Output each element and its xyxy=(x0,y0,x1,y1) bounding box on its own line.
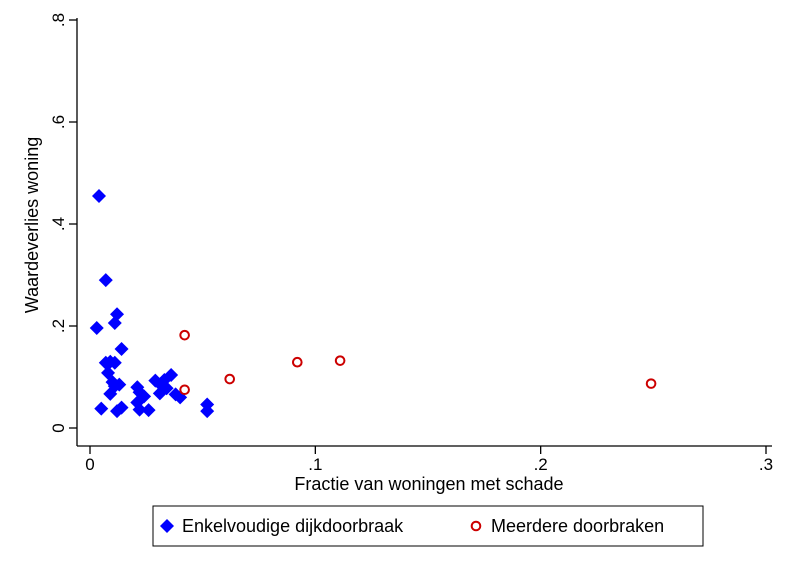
legend: Enkelvoudige dijkdoorbraak Meerdere doorb… xyxy=(152,505,704,547)
data-point-diamond xyxy=(94,401,109,416)
y-tick-label: .8 xyxy=(49,13,68,27)
legend-box xyxy=(152,505,704,547)
data-point-circle xyxy=(224,373,236,385)
data-point-diamond xyxy=(141,403,156,418)
data-point-circle xyxy=(179,384,190,396)
axes xyxy=(76,18,772,447)
data-point-circle xyxy=(645,378,657,389)
data-point-diamond xyxy=(114,400,129,415)
data-point-diamond xyxy=(200,404,215,419)
data-point-diamond xyxy=(155,379,170,394)
data-point-diamond xyxy=(132,402,147,417)
y-tick-label: .2 xyxy=(49,319,68,333)
x-axis-title: Fractie van woningen met schade xyxy=(294,474,563,494)
legend-label: Enkelvoudige dijkdoorbraak xyxy=(182,516,404,536)
data-point-diamond xyxy=(114,341,129,356)
data-point-circle xyxy=(334,355,346,366)
y-axis-title: Waardeverlies woning xyxy=(22,137,42,313)
x-tick-label: .1 xyxy=(308,455,322,474)
legend-marker xyxy=(470,520,482,532)
data-point-diamond xyxy=(89,321,104,336)
y-ticks: 0 .2 .4 .6 .8 xyxy=(49,13,77,433)
data-point-diamond xyxy=(107,355,122,370)
data-point-diamond xyxy=(164,367,179,382)
data-point-diamond xyxy=(92,188,107,203)
y-tick-label: .4 xyxy=(49,217,68,231)
x-ticks: 0 .1 .2 .3 xyxy=(85,446,773,474)
y-tick-label: .6 xyxy=(49,115,68,129)
y-tick-label: 0 xyxy=(49,423,68,432)
data-point-diamond xyxy=(98,273,113,288)
data-point-diamond xyxy=(107,315,122,330)
x-tick-label: .2 xyxy=(534,455,548,474)
data-point-circle xyxy=(179,329,190,341)
legend-label: Meerdere doorbraken xyxy=(491,516,664,536)
x-tick-label: 0 xyxy=(85,455,94,474)
x-tick-label: .3 xyxy=(759,455,773,474)
data-point-circle xyxy=(292,356,303,368)
data-point-diamond xyxy=(103,386,118,401)
data-points xyxy=(89,188,657,419)
legend-marker xyxy=(160,519,174,533)
